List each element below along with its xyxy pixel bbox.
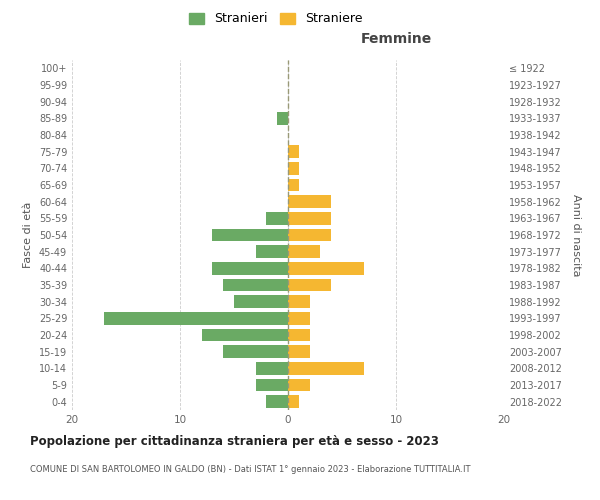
Bar [256,379,288,391]
Bar [256,362,288,374]
Y-axis label: Fasce di età: Fasce di età [23,202,33,268]
Bar [212,262,288,274]
Bar [288,196,331,208]
Text: COMUNE DI SAN BARTOLOMEO IN GALDO (BN) - Dati ISTAT 1° gennaio 2023 - Elaborazio: COMUNE DI SAN BARTOLOMEO IN GALDO (BN) -… [30,465,470,474]
Text: Popolazione per cittadinanza straniera per età e sesso - 2023: Popolazione per cittadinanza straniera p… [30,435,439,448]
Bar [288,212,331,224]
Bar [288,362,364,374]
Bar [288,146,299,158]
Bar [288,312,310,324]
Bar [288,179,299,192]
Bar [288,329,310,341]
Bar [277,112,288,124]
Text: Femmine: Femmine [361,32,431,46]
Bar [288,379,310,391]
Bar [288,346,310,358]
Bar [266,212,288,224]
Bar [223,279,288,291]
Bar [256,246,288,258]
Bar [212,229,288,241]
Bar [288,246,320,258]
Bar [288,396,299,408]
Legend: Stranieri, Straniere: Stranieri, Straniere [185,8,367,29]
Y-axis label: Anni di nascita: Anni di nascita [571,194,581,276]
Bar [266,396,288,408]
Bar [288,262,364,274]
Bar [288,279,331,291]
Bar [234,296,288,308]
Bar [104,312,288,324]
Bar [288,296,310,308]
Bar [223,346,288,358]
Bar [288,229,331,241]
Bar [288,162,299,174]
Bar [202,329,288,341]
